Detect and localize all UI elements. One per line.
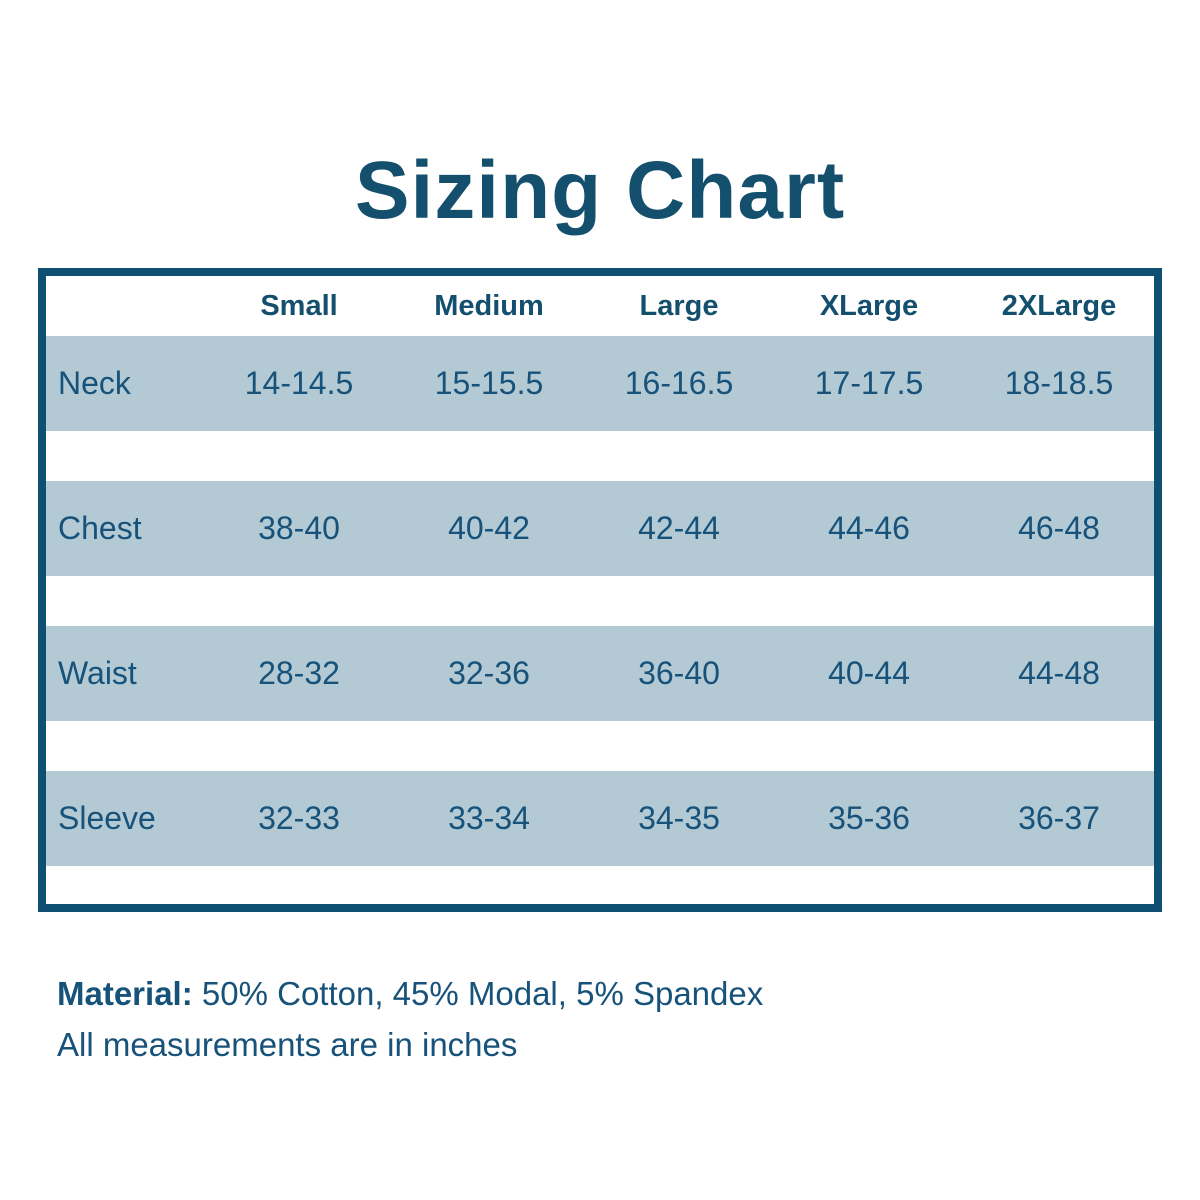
cell-sleeve-xlarge: 35-36	[828, 800, 910, 836]
row-spacer	[46, 576, 1154, 626]
cell-chest-xlarge: 44-46	[828, 510, 910, 546]
column-header-small: Small	[260, 289, 338, 322]
table-header-row: Small Medium Large XLarge 2XLarge	[46, 276, 1154, 336]
page-title: Sizing Chart	[354, 145, 846, 236]
cell-waist-xlarge: 40-44	[828, 655, 910, 691]
column-header-2xlarge: 2XLarge	[1001, 289, 1117, 322]
material-label: Material:	[57, 975, 193, 1012]
sizing-table: Small Medium Large XLarge 2XLarge Neck 1…	[38, 268, 1162, 912]
cell-sleeve-large: 34-35	[638, 800, 720, 836]
cell-neck-medium: 15-15.5	[434, 365, 544, 401]
column-header-xlarge: XLarge	[819, 289, 919, 322]
row-spacer	[46, 431, 1154, 481]
measurements-note: All measurements are in inches	[57, 1026, 518, 1064]
cell-neck-large: 16-16.5	[624, 365, 734, 401]
cell-sleeve-small: 32-33	[258, 800, 340, 836]
footer-notes: Material: 50% Cotton, 45% Modal, 5% Span…	[57, 968, 1200, 1070]
row-label-chest: Chest	[58, 510, 142, 546]
cell-sleeve-medium: 33-34	[448, 800, 530, 836]
row-spacer	[46, 721, 1154, 771]
table-row-neck: Neck 14-14.5 15-15.5 16-16.5 17-17.5 18-…	[46, 336, 1154, 431]
cell-waist-medium: 32-36	[448, 655, 530, 691]
column-header-large: Large	[639, 289, 719, 322]
row-label-waist: Waist	[58, 655, 137, 691]
table-row-waist: Waist 28-32 32-36 36-40 40-44 44-48	[46, 626, 1154, 721]
column-header-medium: Medium	[434, 289, 544, 322]
cell-neck-small: 14-14.5	[244, 365, 354, 401]
cell-chest-2xlarge: 46-48	[1018, 510, 1100, 546]
table-row-sleeve: Sleeve 32-33 33-34 34-35 35-36 36-37	[46, 771, 1154, 866]
cell-sleeve-2xlarge: 36-37	[1018, 800, 1100, 836]
material-line: Material: 50% Cotton, 45% Modal, 5% Span…	[57, 968, 1200, 1019]
row-spacer	[46, 866, 1154, 904]
cell-neck-xlarge: 17-17.5	[814, 365, 924, 401]
cell-waist-2xlarge: 44-48	[1018, 655, 1100, 691]
cell-waist-large: 36-40	[638, 655, 720, 691]
cell-neck-2xlarge: 18-18.5	[1004, 365, 1114, 401]
cell-chest-large: 42-44	[638, 510, 720, 546]
material-value: 50% Cotton, 45% Modal, 5% Spandex	[201, 975, 764, 1012]
cell-chest-medium: 40-42	[448, 510, 530, 546]
table-row-chest: Chest 38-40 40-42 42-44 44-46 46-48	[46, 481, 1154, 576]
row-label-sleeve: Sleeve	[58, 800, 156, 836]
row-label-neck: Neck	[58, 365, 131, 401]
cell-waist-small: 28-32	[258, 655, 340, 691]
cell-chest-small: 38-40	[258, 510, 340, 546]
